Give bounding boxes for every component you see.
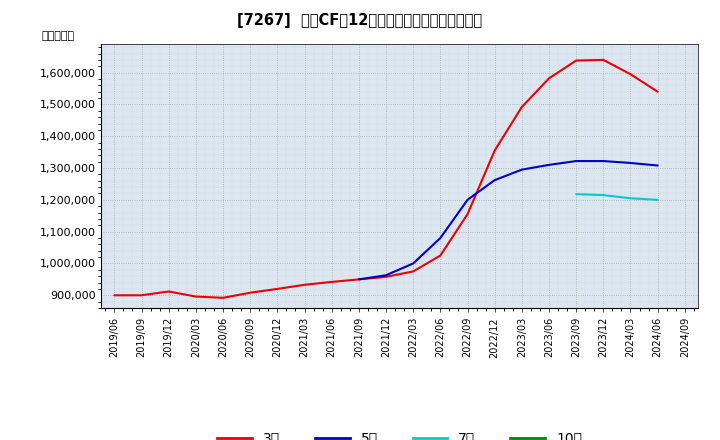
3年 <box>409 269 418 274</box>
Line: 3年: 3年 <box>114 60 657 298</box>
3年 <box>246 290 255 295</box>
Text: （百万円）: （百万円） <box>41 31 74 41</box>
5年 <box>354 277 363 282</box>
Text: [7267]  営業CFの12か月移動合計の平均値の推移: [7267] 営業CFの12か月移動合計の平均値の推移 <box>238 13 482 28</box>
Legend: 3年, 5年, 7年, 10年: 3年, 5年, 7年, 10年 <box>212 426 588 440</box>
5年 <box>518 167 526 172</box>
Line: 5年: 5年 <box>359 161 657 279</box>
5年 <box>382 273 390 278</box>
3年 <box>273 286 282 292</box>
7年 <box>599 192 608 198</box>
3年 <box>138 293 146 298</box>
5年 <box>572 158 580 164</box>
5年 <box>545 162 554 168</box>
7年 <box>572 191 580 197</box>
3年 <box>545 76 554 81</box>
3年 <box>463 212 472 217</box>
5年 <box>409 261 418 266</box>
3年 <box>436 253 445 258</box>
5年 <box>436 235 445 241</box>
3年 <box>328 279 336 285</box>
3年 <box>300 282 309 287</box>
3年 <box>599 57 608 62</box>
3年 <box>653 89 662 94</box>
3年 <box>572 58 580 63</box>
5年 <box>599 158 608 164</box>
3年 <box>626 72 635 77</box>
3年 <box>354 277 363 282</box>
3年 <box>518 104 526 110</box>
3年 <box>192 294 200 299</box>
7年 <box>653 197 662 202</box>
5年 <box>653 163 662 168</box>
3年 <box>164 289 173 294</box>
3年 <box>219 295 228 301</box>
7年 <box>626 196 635 201</box>
3年 <box>110 293 119 298</box>
Line: 7年: 7年 <box>576 194 657 200</box>
5年 <box>626 160 635 165</box>
5年 <box>463 197 472 202</box>
3年 <box>382 274 390 279</box>
5年 <box>490 177 499 183</box>
3年 <box>490 148 499 153</box>
